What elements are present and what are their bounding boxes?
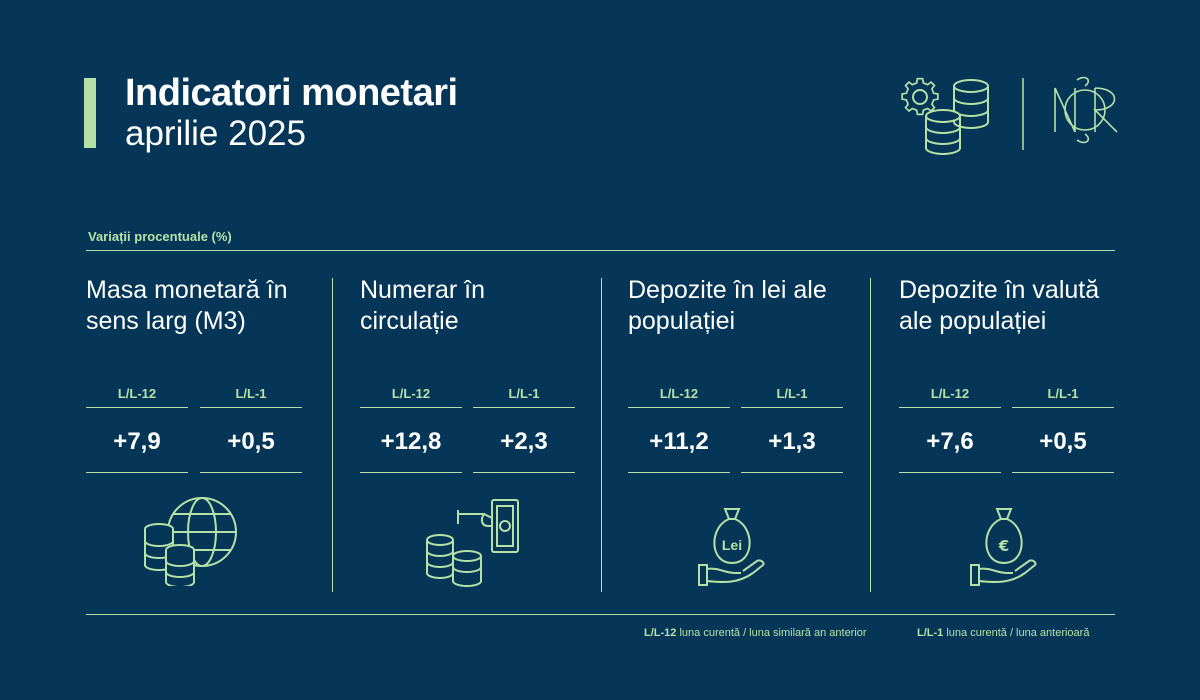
legend-mom: L/L-1 luna curentă / luna anterioară [917,627,1089,639]
sub-line [899,472,1001,473]
sub-line [86,407,188,408]
page-title: Indicatori monetari [125,72,458,114]
mom-value: +2,3 [500,428,548,455]
sub-line [1012,472,1114,473]
yoy-label: L/L-12 [930,386,970,401]
column-divider [870,278,871,592]
mom-label: L/L-1 [508,386,540,401]
indicator-depozite-lei: Depozite în lei ale populației [628,275,858,337]
page-subtitle: aprilie 2025 [125,114,306,153]
sub-line [200,407,302,408]
sub-line [628,472,730,473]
section-label: Variații procentuale (%) [88,229,232,244]
euro-moneybag-hand-icon: € [970,508,1037,586]
sub-line [741,472,843,473]
mom-value: +0,5 [1039,428,1087,455]
sub-line [473,407,575,408]
yoy-value: +7,9 [113,428,161,455]
bag-label: € [998,537,1009,555]
indicator-depozite-valuta: Depozite în valută ale populației [899,275,1129,337]
mom-value: +0,5 [227,428,275,455]
sub-line [473,472,575,473]
coins-cash-hand-icon [426,499,519,587]
legend-yoy: L/L-12 luna curentă / luna similară an a… [644,627,867,639]
bottom-divider [86,614,1115,615]
sub-line [1012,407,1114,408]
indicator-title: Depozite în valută ale populației [899,276,1100,335]
yoy-label: L/L-12 [117,386,157,401]
yoy-label: L/L-12 [391,386,431,401]
legend-desc: luna curentă / luna anterioară [946,627,1090,639]
mom-label: L/L-1 [776,386,808,401]
indicator-title: Masa monetară în sens larg (M3) [86,276,288,335]
sub-line [200,472,302,473]
column-divider [601,278,602,592]
mom-label: L/L-1 [1047,386,1079,401]
legend-key: L/L-12 [644,627,677,639]
lei-moneybag-hand-icon: Lei [698,508,765,586]
bag-label: Lei [722,537,742,553]
legend-key: L/L-1 [917,627,944,639]
header-icons [901,76,1118,155]
yoy-value: +7,6 [926,428,974,455]
sub-line [628,407,730,408]
sub-line [360,407,462,408]
indicator-numerar: Numerar în circulație [360,275,590,337]
sub-line [741,407,843,408]
mom-label: L/L-1 [235,386,267,401]
bnr-logo-icon [1054,76,1118,144]
title-accent-bar [84,78,96,148]
gear-coins-icon [901,77,989,155]
sub-line [86,472,188,473]
sub-line [360,472,462,473]
indicator-title: Depozite în lei ale populației [628,276,827,335]
mom-value: +1,3 [768,428,816,455]
column-divider [332,278,333,592]
indicator-m3: Masa monetară în sens larg (M3) [86,275,316,337]
coins-globe-icon [144,497,237,586]
yoy-value: +12,8 [380,428,442,455]
sub-line [899,407,1001,408]
top-divider [86,250,1115,251]
legend-desc: luna curentă / luna similară an anterior [679,627,867,639]
yoy-value: +11,2 [649,428,709,455]
yoy-label: L/L-12 [659,386,699,401]
indicator-title: Numerar în circulație [360,276,486,335]
